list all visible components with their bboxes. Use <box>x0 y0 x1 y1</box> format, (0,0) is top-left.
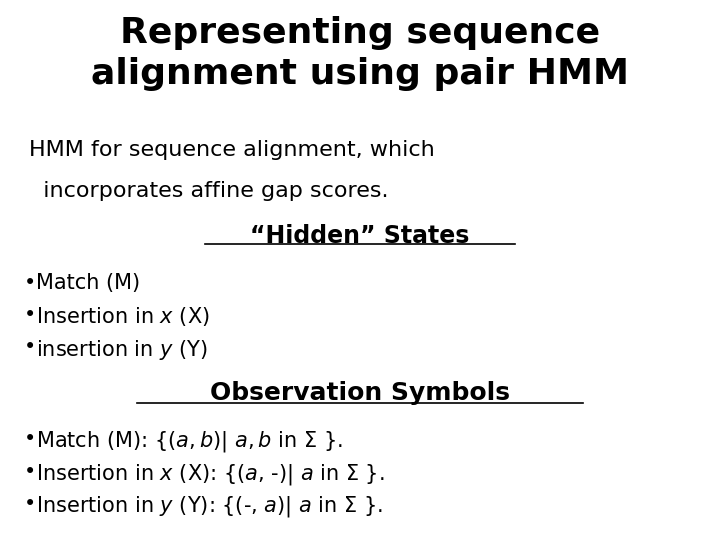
Text: Insertion in $y$ (Y): {(-, $a$)| $a$ in Σ }.: Insertion in $y$ (Y): {(-, $a$)| $a$ in … <box>36 494 383 519</box>
Text: Representing sequence
alignment using pair HMM: Representing sequence alignment using pa… <box>91 16 629 91</box>
Text: “Hidden” States: “Hidden” States <box>251 224 469 248</box>
Text: Match (M): {($a, b$)| $a, b$ in Σ }.: Match (M): {($a, b$)| $a, b$ in Σ }. <box>36 429 343 454</box>
Text: •: • <box>24 273 36 293</box>
Text: •: • <box>24 462 36 482</box>
Text: Insertion in $x$ (X): Insertion in $x$ (X) <box>36 305 210 328</box>
Text: Match (M): Match (M) <box>36 273 140 293</box>
Text: incorporates affine gap scores.: incorporates affine gap scores. <box>29 181 388 201</box>
Text: •: • <box>24 305 36 325</box>
Text: •: • <box>24 494 36 514</box>
Text: Insertion in $x$ (X): {($a$, -)| $a$ in Σ }.: Insertion in $x$ (X): {($a$, -)| $a$ in … <box>36 462 384 487</box>
Text: insertion in $y$ (Y): insertion in $y$ (Y) <box>36 338 208 361</box>
Text: Observation Symbols: Observation Symbols <box>210 381 510 404</box>
Text: •: • <box>24 429 36 449</box>
Text: •: • <box>24 338 36 357</box>
Text: HMM for sequence alignment, which: HMM for sequence alignment, which <box>29 140 435 160</box>
